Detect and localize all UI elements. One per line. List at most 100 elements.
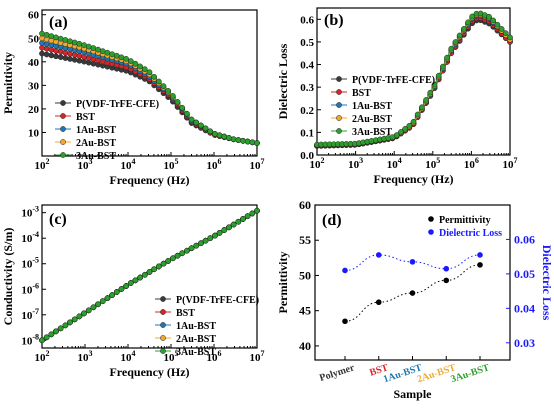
data-point: [452, 39, 459, 45]
data-point: [53, 53, 59, 60]
legend-label: BST: [76, 112, 95, 123]
series-Dielectric Loss: Dielectric Loss: [342, 228, 502, 274]
data-point: [95, 301, 101, 308]
series-3Au-BST: [39, 207, 260, 344]
data-point: [85, 307, 92, 314]
data-point: [193, 119, 200, 126]
data-point: [165, 87, 172, 94]
y-right-tick-label: 0.04: [514, 301, 535, 315]
data-point: [443, 277, 450, 284]
data-point: [240, 216, 246, 222]
legend-label: 1Au-BST: [352, 101, 392, 112]
data-point: [67, 50, 73, 57]
x-tick-label: 106: [464, 156, 479, 171]
data-point: [342, 318, 348, 325]
y-axis-label: Dielectric Loss: [276, 43, 290, 119]
data-point: [254, 140, 260, 146]
x-tick-label: 103: [348, 156, 363, 171]
x-tick-label: 107: [503, 156, 518, 171]
y-tick-label: 45: [299, 304, 311, 318]
data-point: [235, 137, 242, 143]
legend-label: P(VDF-TrFE-CFE): [352, 75, 435, 86]
data-point: [249, 210, 256, 217]
data-point: [137, 63, 144, 70]
data-point: [409, 290, 416, 296]
y-tick-label: 40: [28, 57, 40, 69]
data-point: [48, 52, 55, 59]
data-point: [221, 227, 228, 233]
data-point: [81, 54, 87, 60]
data-point: [39, 30, 45, 37]
data-point: [443, 265, 450, 272]
y-right-tick-label: 0.03: [514, 336, 535, 350]
series-2Au-BST: [39, 35, 260, 146]
data-point: [127, 280, 134, 286]
data-point: [53, 328, 59, 335]
legend-marker: [160, 348, 166, 354]
data-point: [109, 292, 115, 298]
panel-0: 102 103 104 105 106 107 10 20 30 40 50 60 Frequency …: [1, 9, 265, 187]
data-point: [67, 38, 73, 45]
legend-entry: P(VDF-TrFE-CFE): [55, 99, 159, 110]
data-point: [127, 58, 134, 64]
data-point: [151, 74, 158, 80]
panel-label: (d): [322, 212, 342, 229]
legend-marker: [160, 309, 166, 315]
data-point: [99, 48, 106, 55]
data-point: [490, 17, 497, 24]
y-tick-label: 20: [28, 104, 40, 116]
legend-label: P(VDF-TrFE-CFE): [176, 295, 259, 306]
x-axis-label: Frequency (Hz): [109, 173, 189, 187]
legend-marker: [428, 229, 434, 235]
data-point: [39, 50, 45, 57]
data-point: [160, 83, 167, 90]
legend-marker: [160, 322, 166, 328]
data-point: [174, 252, 181, 259]
legend-marker: [336, 76, 342, 82]
panel-label: (c): [49, 211, 67, 228]
data-point: [498, 26, 505, 32]
data-point: [67, 319, 73, 326]
y-tick-label: 0.1: [300, 127, 314, 139]
legend-marker: [336, 89, 342, 95]
plot-frame: [41, 9, 258, 157]
data-point: [104, 49, 111, 56]
data-point: [141, 66, 148, 72]
data-point: [216, 230, 223, 236]
data-point: [165, 258, 172, 264]
data-point: [207, 128, 214, 135]
data-point: [104, 295, 111, 302]
y-tick-label: 10: [28, 127, 40, 139]
legend-entry: 1Au-BST: [155, 321, 216, 332]
y-tick-label: 0.4: [300, 60, 314, 72]
data-point: [99, 298, 106, 305]
x-tick-label: 107: [250, 157, 265, 172]
data-point: [198, 240, 204, 247]
x-axis-label: Frequency (Hz): [373, 172, 453, 186]
legend-label: 3Au-BST: [352, 127, 392, 138]
data-point: [132, 60, 139, 67]
y-tick-label: 10-3: [21, 205, 39, 220]
y-tick-label: 50: [299, 268, 311, 282]
data-point: [456, 32, 463, 39]
data-point: [118, 286, 125, 292]
legend-marker: [336, 102, 342, 108]
data-point: [39, 337, 45, 344]
data-point: [444, 54, 450, 61]
data-point: [113, 289, 120, 295]
data-point: [146, 69, 153, 76]
data-point: [81, 58, 87, 65]
data-point: [57, 54, 64, 60]
y-tick-label: 0.0: [300, 150, 314, 162]
data-point: [85, 43, 92, 50]
x-tick-label: 106: [207, 157, 222, 172]
data-point: [244, 213, 251, 220]
legend-entry: 3Au-BST: [155, 347, 216, 358]
legend-label: 1Au-BST: [76, 125, 116, 136]
data-point: [406, 122, 413, 129]
legend-label: 2Au-BST: [176, 334, 216, 345]
y-tick-label: 30: [28, 80, 40, 92]
x-tick-label: 105: [425, 156, 440, 171]
y-tick-label: 10-5: [21, 256, 39, 271]
data-point: [249, 139, 256, 146]
